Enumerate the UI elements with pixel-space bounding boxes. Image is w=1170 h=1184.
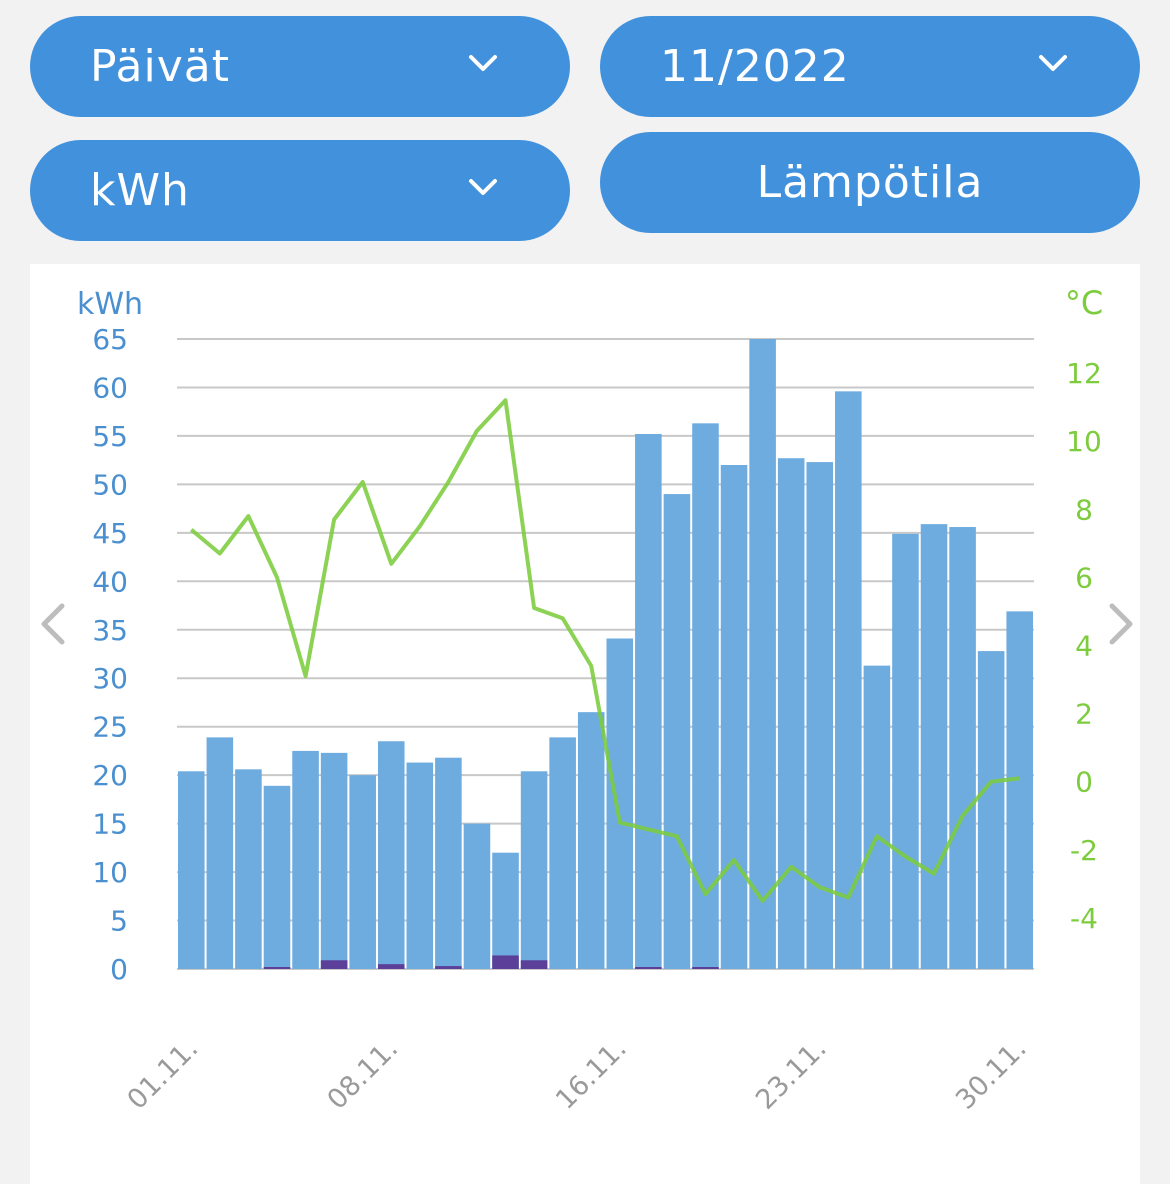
bar	[520, 771, 548, 969]
left-tick-label: 20	[92, 759, 128, 792]
bar	[463, 823, 491, 969]
x-tick-label: 08.11.	[322, 1033, 405, 1116]
x-tick-label: 16.11.	[550, 1033, 633, 1116]
x-tick-label: 30.11.	[950, 1033, 1033, 1116]
bar	[320, 752, 348, 969]
period-value: Päivät	[90, 41, 230, 92]
right-tick-label: -2	[1070, 834, 1098, 867]
bar	[435, 757, 462, 969]
secondary-bar	[377, 964, 405, 969]
chevron-right-icon[interactable]	[1106, 602, 1136, 646]
bar	[549, 737, 576, 969]
unit-dropdown[interactable]: kWh	[30, 140, 570, 241]
temperature-line-layer	[190, 398, 1020, 903]
right-tick-label: 10	[1066, 425, 1102, 458]
chevron-left-icon[interactable]	[38, 602, 68, 646]
bar	[835, 391, 862, 969]
right-tick-label: 2	[1075, 698, 1093, 731]
consumption-bars	[178, 339, 1033, 969]
left-tick-label: 5	[110, 905, 128, 938]
x-tick-label: 01.11.	[122, 1033, 205, 1116]
secondary-bars	[263, 955, 719, 969]
left-tick-label: 0	[110, 953, 128, 986]
left-axis: 0 5 10 15 20 25 30 35 40 45 50 55 60 65	[92, 323, 128, 986]
bar	[178, 771, 205, 969]
bar	[663, 494, 691, 969]
bar	[720, 465, 748, 969]
left-tick-label: 50	[92, 468, 128, 501]
bar	[349, 775, 376, 969]
secondary-bar	[435, 966, 462, 969]
x-tick-label: 23.11.	[750, 1033, 833, 1116]
right-tick-label: 4	[1075, 629, 1093, 662]
bar	[492, 852, 519, 969]
left-tick-label: 40	[92, 565, 128, 598]
left-tick-label: 45	[92, 517, 128, 550]
bar	[1006, 611, 1033, 969]
secondary-bar	[320, 960, 348, 969]
left-tick-label: 65	[92, 323, 128, 356]
left-tick-label: 10	[92, 856, 128, 889]
bar	[406, 762, 434, 969]
temperature-button-label: Lämpötila	[756, 157, 984, 208]
bar	[749, 339, 776, 969]
left-tick-label: 55	[92, 420, 128, 453]
right-tick-label: 12	[1066, 357, 1102, 390]
temperature-line	[190, 398, 1020, 903]
bar	[606, 638, 634, 969]
bar	[235, 769, 262, 969]
chevron-down-icon	[469, 54, 497, 71]
bar	[892, 533, 919, 969]
left-tick-label: 25	[92, 711, 128, 744]
secondary-bar	[492, 955, 519, 969]
bar	[920, 524, 948, 969]
left-tick-label: 35	[92, 614, 128, 647]
left-tick-label: 60	[92, 371, 128, 404]
bar	[206, 737, 234, 969]
bar	[377, 741, 405, 969]
month-dropdown[interactable]: 11/2022	[600, 16, 1140, 117]
chevron-down-icon	[1039, 54, 1067, 71]
right-tick-label: 0	[1075, 766, 1093, 799]
month-value: 11/2022	[660, 41, 850, 92]
secondary-bar	[520, 960, 548, 969]
bar	[777, 458, 805, 969]
grid-lines	[177, 338, 1034, 970]
right-tick-label: -4	[1070, 902, 1098, 935]
secondary-bar	[635, 967, 662, 969]
bar	[577, 712, 605, 969]
x-axis: 01.11. 08.11. 16.11. 23.11. 30.11.	[122, 1033, 1033, 1116]
left-axis-title: kWh	[77, 287, 143, 322]
secondary-bar	[263, 967, 291, 969]
left-tick-label: 15	[92, 808, 128, 841]
right-axis: -4 -2 0 2 4 6 8 10 12	[1066, 357, 1102, 935]
temperature-toggle-button[interactable]: Lämpötila	[600, 132, 1140, 233]
left-tick-label: 30	[92, 662, 128, 695]
chevron-down-icon	[469, 178, 497, 195]
bar	[635, 433, 662, 969]
bar	[949, 527, 976, 969]
period-dropdown[interactable]: Päivät	[30, 16, 570, 117]
right-tick-label: 6	[1075, 561, 1093, 594]
bar	[863, 665, 891, 969]
right-tick-label: 8	[1075, 493, 1093, 526]
bar	[263, 785, 291, 969]
bar	[692, 423, 719, 969]
bar	[806, 462, 834, 969]
unit-value: kWh	[90, 165, 190, 216]
bar	[292, 750, 319, 969]
right-axis-title: °C	[1065, 284, 1103, 322]
secondary-bar	[692, 967, 719, 969]
bar	[977, 651, 1005, 969]
